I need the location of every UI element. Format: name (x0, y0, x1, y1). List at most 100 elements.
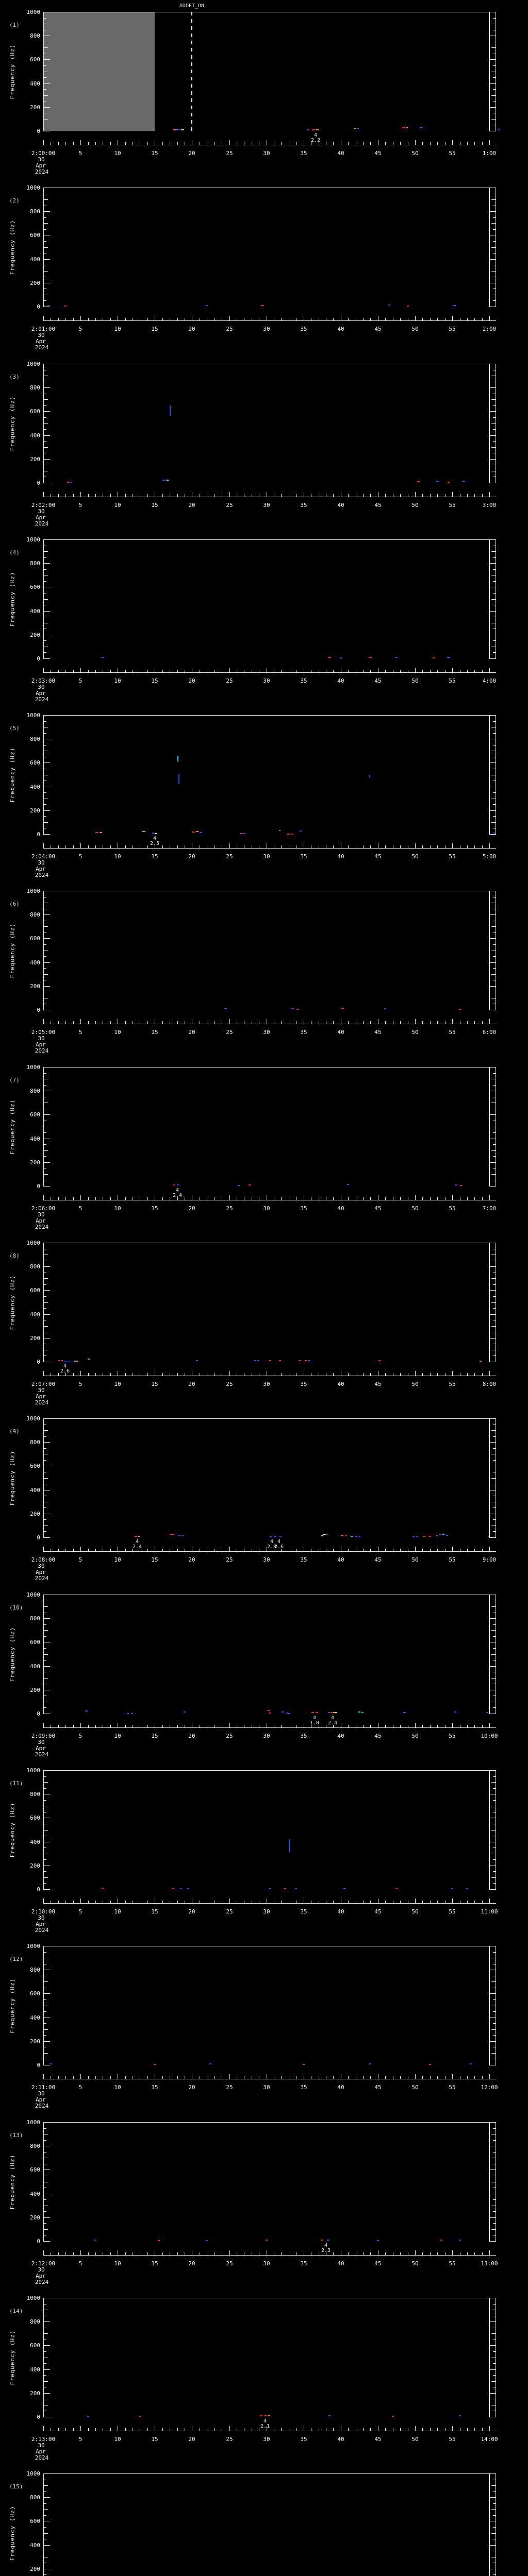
detection-mark (279, 1536, 282, 1537)
spectrogram-panel: 0 200 400 600 800 1000 Frequency (Hz) (5) 5 10 15 2… (0, 703, 528, 879)
x-tick-label: 30 (263, 326, 270, 332)
x-axis-tick (110, 670, 111, 672)
x-tick-label: 15 (151, 150, 158, 157)
detection-mark (459, 2415, 461, 2416)
y-tick-label: 0 (37, 480, 40, 486)
x-axis-tick (467, 1373, 468, 1376)
x-axis-tick (422, 142, 423, 145)
y-axis-tick (44, 2527, 46, 2528)
x-tick-label: 45 (374, 502, 382, 509)
x-axis-tick (214, 845, 215, 848)
x-start-time-label: 2:11:00 (31, 2084, 56, 2091)
x-axis-tick (80, 2250, 81, 2255)
x-axis-tick (147, 494, 148, 497)
y-axis-tick (44, 715, 50, 716)
detection-mark (377, 2240, 379, 2241)
detection-mark (328, 657, 331, 658)
y-axis-tick (44, 423, 48, 424)
panel-index-label: (14) (9, 2308, 23, 2314)
x-tick-label: 30 (263, 2084, 270, 2091)
detection-mark (206, 2240, 208, 2241)
x-axis-tick (348, 318, 349, 320)
spectrogram-panel: 0 200 400 600 800 1000 Frequency (Hz) (2) 5 10 15 2… (0, 176, 528, 352)
x-tick-label: 35 (300, 1733, 307, 1739)
x-tick-label: 5 (78, 1733, 82, 1739)
y-axis-title: Frequency (Hz) (9, 1275, 16, 1330)
y-tick-label: 1000 (26, 536, 41, 543)
y-axis-tick (493, 816, 496, 817)
x-axis-tick (467, 494, 468, 497)
y-axis-tick (489, 1537, 496, 1538)
y-axis-tick (493, 1648, 496, 1649)
x-axis-tick (348, 1197, 349, 1200)
detection-mark (152, 833, 155, 834)
x-axis-tick (385, 494, 386, 497)
y-tick-label: 800 (30, 1967, 40, 1973)
x-axis-tick (214, 1549, 215, 1551)
x-axis-tick (467, 845, 468, 848)
x-axis-tick (422, 1901, 423, 1903)
y-axis-tick (491, 2029, 496, 2030)
x-axis-tick (73, 1373, 74, 1376)
y-axis-tick (489, 435, 496, 436)
panel-index-label: (8) (9, 1252, 20, 1259)
x-axis-tick (400, 1901, 401, 1903)
x-axis-tick (88, 670, 89, 672)
x-axis-tick (430, 1549, 431, 1551)
y-axis-tick (44, 599, 48, 600)
y-axis-tick (491, 551, 496, 552)
detection-mark (454, 1711, 456, 1713)
x-axis-tick (88, 494, 89, 497)
x-end-time-label: 9:00 (482, 1556, 497, 1563)
x-axis-tick (333, 1197, 334, 1200)
detection-mark (316, 129, 319, 130)
detection-mark (291, 1008, 294, 1009)
plot-frame (43, 364, 496, 483)
date-day-label: 30 (38, 332, 45, 338)
plot-frame (43, 12, 496, 131)
y-axis-tick (493, 652, 496, 653)
date-year-label: 2024 (35, 1927, 49, 1934)
detection-mark (154, 2064, 156, 2065)
x-tick-label: 30 (263, 1908, 270, 1915)
x-axis-tick (474, 2428, 475, 2431)
x-axis-tick (452, 2074, 453, 2079)
x-tick-label: 40 (337, 326, 344, 332)
x-axis-tick (58, 1373, 59, 1376)
y-axis-tick (491, 447, 496, 448)
date-day-label: 30 (38, 1914, 45, 1921)
x-tick-label: 15 (151, 2260, 158, 2267)
x-axis-tick (482, 1901, 483, 1903)
x-tick-label: 25 (226, 853, 233, 860)
y-axis-tick (491, 399, 496, 400)
x-axis-tick (229, 2426, 230, 2431)
y-axis-tick (44, 1278, 48, 1279)
x-axis-tick (147, 1725, 148, 1727)
x-axis-tick (400, 1725, 401, 1727)
x-axis-tick (147, 1373, 148, 1376)
x-axis-tick (489, 492, 490, 497)
x-tick-label: 15 (151, 853, 158, 860)
x-axis-tick (474, 318, 475, 320)
x-axis-tick (422, 2252, 423, 2255)
x-axis-tick (370, 494, 371, 497)
y-axis-tick (493, 1296, 496, 1297)
y-axis-tick (489, 1114, 496, 1115)
date-year-label: 2024 (35, 872, 49, 878)
y-tick-label: 800 (30, 2494, 40, 2501)
x-axis-tick (422, 1549, 423, 1551)
detection-mark (155, 833, 157, 834)
y-tick-label: 600 (30, 56, 40, 63)
detection-mark (296, 1009, 299, 1010)
y-tick-label: 0 (37, 831, 40, 838)
x-axis-tick (489, 140, 490, 145)
x-axis-tick (110, 1197, 111, 1200)
x-axis-tick (385, 1725, 386, 1727)
y-axis-tick (44, 1430, 48, 1431)
x-axis-tick (229, 2250, 230, 2255)
annotation-count: 4 (153, 836, 157, 841)
date-day-label: 30 (38, 156, 45, 163)
x-axis-tick (73, 318, 74, 320)
y-axis-tick (493, 1144, 496, 1145)
y-axis-tick (44, 199, 48, 200)
